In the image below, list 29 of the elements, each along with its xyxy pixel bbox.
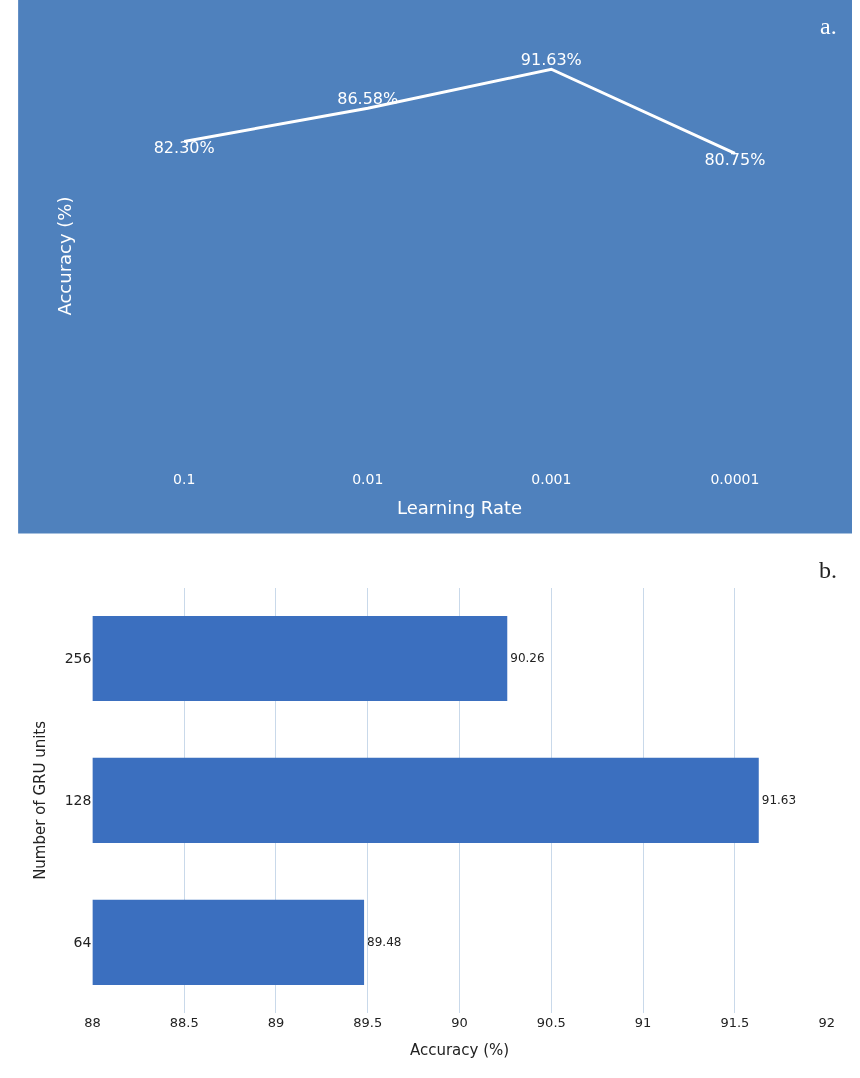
x-tick-label: 91 <box>634 1015 652 1031</box>
y-tick-label: 128 <box>64 792 92 809</box>
x-axis-title: Learning Rate <box>396 497 523 519</box>
data-label: 86.58% <box>337 89 399 109</box>
y-axis-title: Accuracy (%) <box>53 196 75 316</box>
data-label: 82.30% <box>153 138 215 158</box>
y-tick-label: 64 <box>73 934 92 951</box>
text: b. <box>819 557 837 583</box>
data-label: 90.26 <box>510 651 545 666</box>
data-label: 89.48 <box>367 935 402 950</box>
x-tick-label: 90 <box>451 1015 468 1031</box>
data-label: 80.75% <box>704 150 766 170</box>
x-tick-label: 88 <box>84 1015 101 1031</box>
x-tick-label: 0.01 <box>352 470 384 487</box>
x-tick-label: 0.001 <box>531 470 572 487</box>
x-axis-title: Accuracy (%) <box>409 1041 510 1060</box>
data-label: 91.63 <box>761 793 797 808</box>
data-label: 91.63% <box>520 50 582 70</box>
x-tick-label: 0.1 <box>173 470 196 487</box>
x-tick-label: 89 <box>267 1015 285 1031</box>
x-tick-label: 92 <box>818 1015 835 1031</box>
x-tick-label: 89.5 <box>353 1015 383 1031</box>
x-tick-label: 88.5 <box>169 1015 199 1031</box>
x-tick-label: 91.5 <box>720 1015 750 1031</box>
text: a. <box>820 13 837 39</box>
x-tick-label: 0.0001 <box>710 470 760 487</box>
y-axis-title: Number of GRU units <box>30 720 49 880</box>
x-tick-label: 90.5 <box>536 1015 566 1031</box>
y-tick-label: 256 <box>64 650 92 667</box>
